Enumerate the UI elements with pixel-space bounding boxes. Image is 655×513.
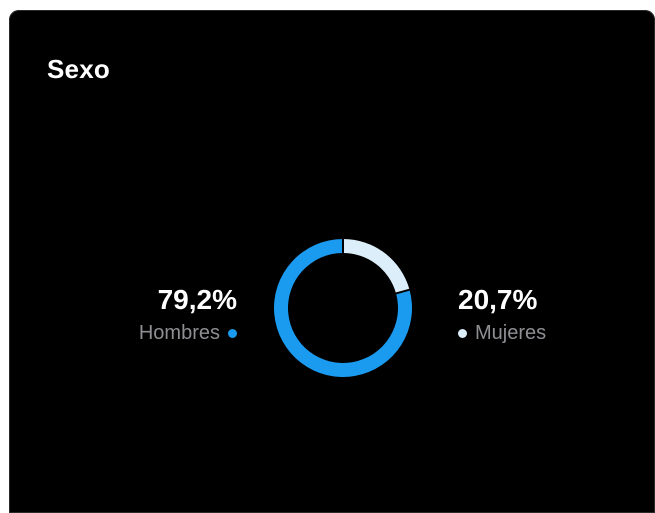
card-title: Sexo (47, 54, 110, 84)
male-label: Hombres (138, 322, 220, 344)
female-legend-dot (458, 328, 467, 338)
donut-chart (274, 238, 412, 377)
male-legend: Hombres (139, 320, 237, 346)
male-percentage: 79,2% (157, 284, 237, 315)
female-stat: 20,7% Mujeres (458, 284, 546, 346)
female-label: Mujeres (475, 322, 547, 344)
male-stat: 79,2% Hombres (139, 284, 237, 346)
female-percentage: 20,7% (458, 284, 538, 315)
slice-mujeres (343, 239, 410, 294)
male-legend-dot (228, 328, 237, 338)
gender-card: Sexo 79,2% Hombres 20,7% Mujeres (9, 10, 655, 513)
slice-separator (394, 288, 411, 295)
female-legend: Mujeres (458, 320, 546, 346)
